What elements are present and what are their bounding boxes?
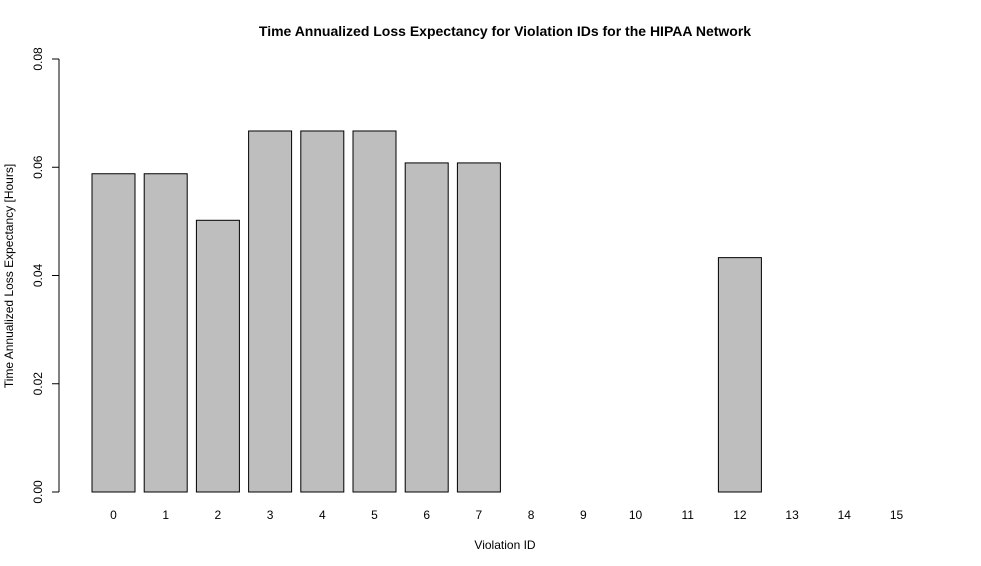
x-tick-label: 10 bbox=[629, 508, 643, 522]
x-axis-label: Violation ID bbox=[474, 538, 535, 552]
x-tick-label: 4 bbox=[319, 508, 326, 522]
bar-3 bbox=[248, 130, 293, 493]
bar-7 bbox=[456, 162, 501, 493]
bar-5 bbox=[352, 130, 397, 493]
x-tick-label: 2 bbox=[215, 508, 222, 522]
x-tick-label: 3 bbox=[267, 508, 274, 522]
x-tick-label: 8 bbox=[528, 508, 535, 522]
bar-2 bbox=[195, 219, 240, 493]
x-tick-label: 6 bbox=[423, 508, 430, 522]
bar-4 bbox=[300, 130, 345, 493]
x-tick-label: 5 bbox=[371, 508, 378, 522]
y-tick-label: 0.00 bbox=[31, 480, 45, 504]
bar-0 bbox=[91, 173, 136, 493]
x-tick-label: 1 bbox=[162, 508, 169, 522]
bar-12 bbox=[717, 257, 762, 493]
y-axis-label: Time Annualized Loss Expectancy [Hours] bbox=[2, 164, 16, 388]
x-tick-label: 12 bbox=[733, 508, 747, 522]
bar-6 bbox=[404, 162, 449, 493]
y-tick-label: 0.02 bbox=[31, 372, 45, 396]
x-tick-label: 0 bbox=[110, 508, 117, 522]
x-tick-label: 9 bbox=[580, 508, 587, 522]
x-tick-label: 7 bbox=[476, 508, 483, 522]
y-axis: 0.00 0.02 0.04 0.06 0.08 bbox=[31, 47, 60, 504]
y-tick-label: 0.04 bbox=[31, 263, 45, 287]
x-tick-label: 11 bbox=[681, 508, 694, 522]
bar-1 bbox=[143, 173, 188, 493]
x-tick-label: 14 bbox=[838, 508, 852, 522]
x-tick-label: 15 bbox=[890, 508, 904, 522]
bars-group bbox=[91, 130, 762, 493]
x-tick-label: 13 bbox=[785, 508, 799, 522]
x-tick-labels: 0 1 2 3 4 5 6 7 8 9 10 11 12 13 14 15 bbox=[110, 508, 903, 522]
y-tick-label: 0.08 bbox=[31, 47, 45, 71]
y-tick-label: 0.06 bbox=[31, 155, 45, 179]
chart-title: Time Annualized Loss Expectancy for Viol… bbox=[259, 23, 751, 39]
